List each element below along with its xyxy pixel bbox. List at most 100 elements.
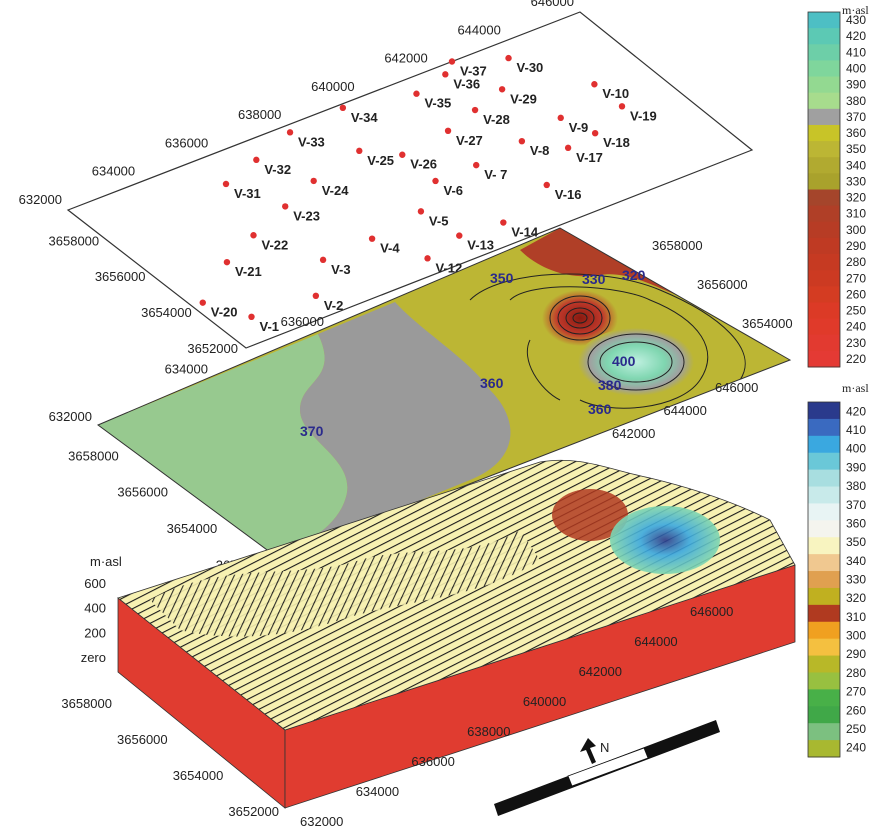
legend-swatch [808, 638, 840, 657]
legend-tick: 330 [846, 573, 866, 587]
legend-swatch [808, 554, 840, 572]
legend-tick: 240 [846, 320, 866, 334]
well-label: V-31 [234, 186, 261, 201]
well-marker: V-5 [417, 208, 448, 228]
well-label: V-24 [322, 183, 350, 198]
legend-tick: 300 [846, 629, 866, 643]
legend-top: m·asl 430 420 410 400 390 380 370 360 350 340 330 3… [807, 3, 869, 368]
legend-swatch [808, 689, 840, 707]
well-map-x-axis: 632000 634000 636000 638000 640000 642000 6440… [19, 0, 574, 207]
block-blue-hill [610, 506, 720, 574]
legend-tick: 430 [846, 13, 866, 27]
legend-swatch [808, 254, 840, 271]
block-red-depression [552, 489, 628, 541]
well-dot [223, 258, 231, 266]
tick-label: 644000 [457, 22, 500, 37]
well-marker: V-16 [543, 181, 581, 202]
well-marker: V-6 [432, 177, 463, 198]
tick-label: 3658000 [652, 238, 703, 253]
legend-tick: 400 [846, 61, 866, 75]
legend-swatch [808, 520, 840, 538]
contour-map-y-axis-right: 3654000 3656000 3658000 [652, 238, 793, 331]
well-label: V-36 [453, 76, 480, 91]
well-dot [399, 151, 406, 158]
legend-swatch [808, 189, 840, 207]
tick-label: 642000 [384, 51, 427, 66]
north-arrow: N [580, 738, 609, 764]
well-dot [310, 177, 317, 185]
legend-swatch [808, 621, 840, 640]
tick-label: 3654000 [173, 768, 224, 783]
well-dot [282, 203, 289, 210]
well-dot [518, 137, 526, 145]
legend-tick: 410 [846, 45, 866, 59]
contour-label: 320 [622, 267, 646, 283]
well-dot [444, 127, 452, 134]
legend-tick: 320 [846, 591, 866, 605]
north-arrow-icon [580, 738, 596, 764]
legend-tick: 280 [846, 666, 866, 680]
well-label: V- 7 [484, 167, 507, 182]
well-dot [498, 86, 506, 93]
well-dot [286, 129, 294, 136]
well-marker: V-3 [319, 256, 351, 277]
well-dot [319, 256, 327, 264]
well-label: V-33 [298, 134, 325, 149]
hill-400 [578, 328, 694, 396]
tick-label: 646000 [715, 380, 758, 395]
legend-tick: 370 [846, 498, 866, 512]
contour-map-x-axis-front: 642000 644000 646000 [612, 380, 758, 441]
zone-370 [98, 334, 348, 558]
well-dot [591, 81, 598, 88]
legend-tick: 360 [846, 516, 866, 530]
well-marker: V-13 [456, 232, 494, 253]
legend-tick: 280 [846, 255, 866, 269]
tick-label: 3654000 [167, 521, 218, 536]
well-label: V-23 [293, 208, 320, 223]
contour-map-x-axis: 632000 634000 636000 [49, 314, 324, 424]
well-map-plane: 632000 634000 636000 638000 640000 642000 6440… [19, 0, 754, 356]
well-label: V-32 [264, 162, 291, 177]
legend-tick: 330 [846, 174, 866, 188]
legend-swatch [808, 740, 840, 758]
well-marker: V-26 [399, 151, 437, 172]
legend-swatch [808, 92, 840, 110]
legend-swatch [808, 12, 840, 29]
well-dot [248, 313, 255, 320]
legend-swatch [808, 76, 840, 94]
well-marker: V-20 [199, 299, 238, 320]
zone-320 [520, 228, 690, 300]
legend-swatch [808, 486, 840, 504]
well-label: V-29 [510, 91, 537, 106]
legend-swatch [808, 537, 840, 555]
legend-tick: 310 [846, 207, 866, 221]
well-dot [471, 106, 479, 114]
legend-swatch [808, 402, 840, 420]
well-marker: V-29 [498, 86, 537, 106]
contour-fill [98, 228, 790, 558]
well-dot [505, 54, 512, 62]
legend-tick: 390 [846, 78, 866, 92]
well-dot [356, 147, 363, 155]
legend-swatch [808, 28, 840, 45]
well-marker: V-34 [339, 104, 378, 125]
legend-swatch [808, 706, 840, 724]
well-label: V-26 [410, 157, 437, 172]
tick-label: 636000 [411, 754, 454, 769]
well-dot [591, 130, 599, 137]
legend-tick: 270 [846, 685, 866, 699]
legend-swatch [808, 108, 840, 126]
contour-label: 360 [588, 401, 612, 417]
tick-label: 632000 [49, 409, 92, 424]
well-label: V-8 [530, 143, 550, 158]
well-dot [424, 255, 431, 262]
contour-label: 350 [490, 270, 514, 286]
well-marker: V-33 [286, 129, 325, 149]
well-label: V-14 [511, 225, 539, 240]
contour-label: 370 [300, 423, 324, 439]
tick-label: 3656000 [95, 269, 146, 284]
tick-label: 644000 [664, 403, 707, 418]
legend-tick: 250 [846, 722, 866, 736]
legend-tick: 290 [846, 647, 866, 661]
well-label: V-9 [569, 120, 589, 135]
